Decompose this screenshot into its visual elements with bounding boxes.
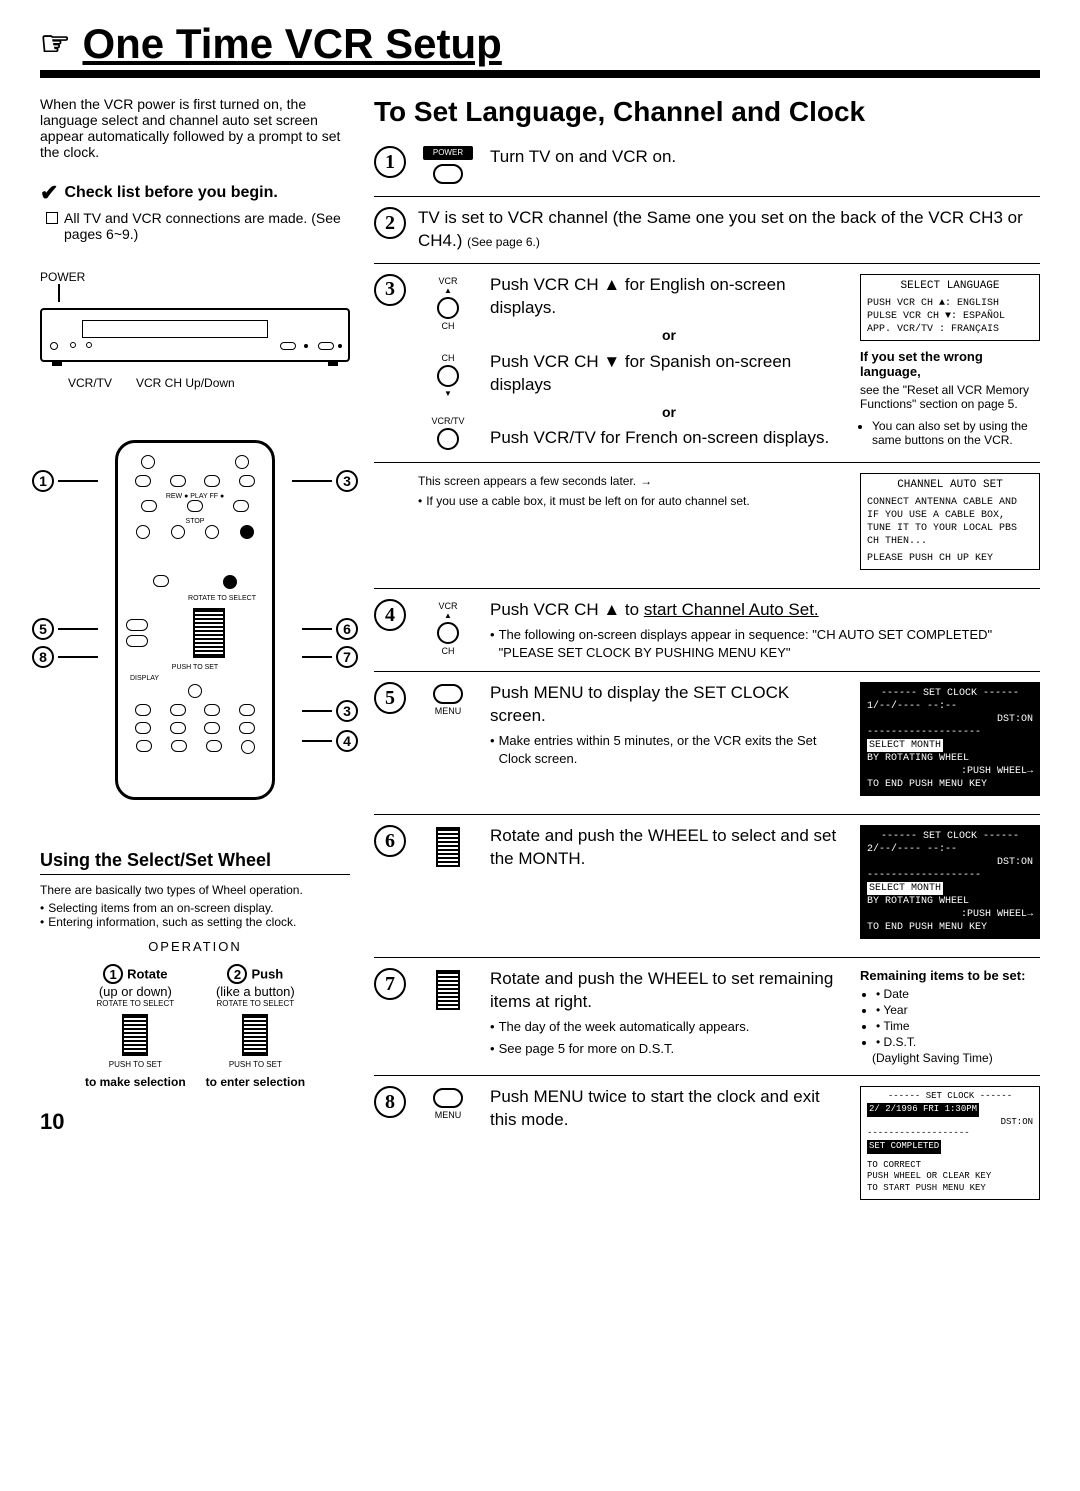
checkbox-icon xyxy=(46,212,58,224)
operation-rotate: 1Rotate (up or down) ROTATE TO SELECT PU… xyxy=(85,964,186,1089)
step-8: 8 MENU Push MENU twice to start the cloc… xyxy=(374,1076,1040,1218)
checklist-item: All TV and VCR connections are made. (Se… xyxy=(46,210,350,242)
step-3b: This screen appears a few seconds later.… xyxy=(374,463,1040,589)
step-4: 4 VCR ▲ CH Push VCR CH ▲ to start Channe… xyxy=(374,589,1040,672)
page-title: ☞ One Time VCR Setup xyxy=(40,20,1040,78)
step-3: 3 VCR ▲ CH CH ▼ VCR/TV Push VCR CH ▲ for… xyxy=(374,264,1040,463)
section-title: To Set Language, Channel and Clock xyxy=(374,96,1040,128)
power-button-icon: POWER xyxy=(423,146,473,160)
osd-set-clock-2: ------ SET CLOCK ------ 2/--/---- --:-- … xyxy=(860,825,1040,939)
wheel-help-section: Using the Select/Set Wheel There are bas… xyxy=(40,850,350,1089)
osd-language: SELECT LANGUAGE PUSH VCR CH ▲: ENGLISH P… xyxy=(860,274,1040,341)
intro-text: When the VCR power is first turned on, t… xyxy=(40,96,350,160)
wheel-icon xyxy=(436,970,460,1010)
operation-push: 2Push (like a button) ROTATE TO SELECT P… xyxy=(206,964,305,1089)
arrow-right-icon xyxy=(640,473,652,489)
remote-diagram: REW ● PLAY FF ● STOP ROTATE TO SELECT PU… xyxy=(40,440,350,820)
step-1: 1 POWER Turn TV on and VCR on. xyxy=(374,136,1040,197)
vcr-front-diagram: POWER VCR/TV VCR CH Up/Down xyxy=(40,270,350,390)
step-6: 6 Rotate and push the WHEEL to select an… xyxy=(374,815,1040,958)
step-7: 7 Rotate and push the WHEEL to set remai… xyxy=(374,958,1040,1076)
wheel-icon xyxy=(436,827,460,867)
page-number: 10 xyxy=(40,1109,350,1135)
step-5: 5 MENU Push MENU to display the SET CLOC… xyxy=(374,672,1040,815)
step-2: 2 TV is set to VCR channel (the Same one… xyxy=(374,197,1040,264)
pointing-hand-icon: ☞ xyxy=(40,24,70,64)
osd-set-clock-1: ------ SET CLOCK ------ 1/--/---- --:-- … xyxy=(860,682,1040,796)
remaining-items: • Date • Year • Time • D.S.T. xyxy=(864,987,1040,1049)
osd-channel-auto: CHANNEL AUTO SET CONNECT ANTENNA CABLE A… xyxy=(860,473,1040,570)
osd-set-clock-done: ------ SET CLOCK ------ 2/ 2/1996 FRI 1:… xyxy=(860,1086,1040,1200)
title-text: One Time VCR Setup xyxy=(82,20,501,68)
checkmark-icon: ✔ xyxy=(40,180,58,206)
checklist-heading: ✔ Check list before you begin. xyxy=(40,180,350,206)
